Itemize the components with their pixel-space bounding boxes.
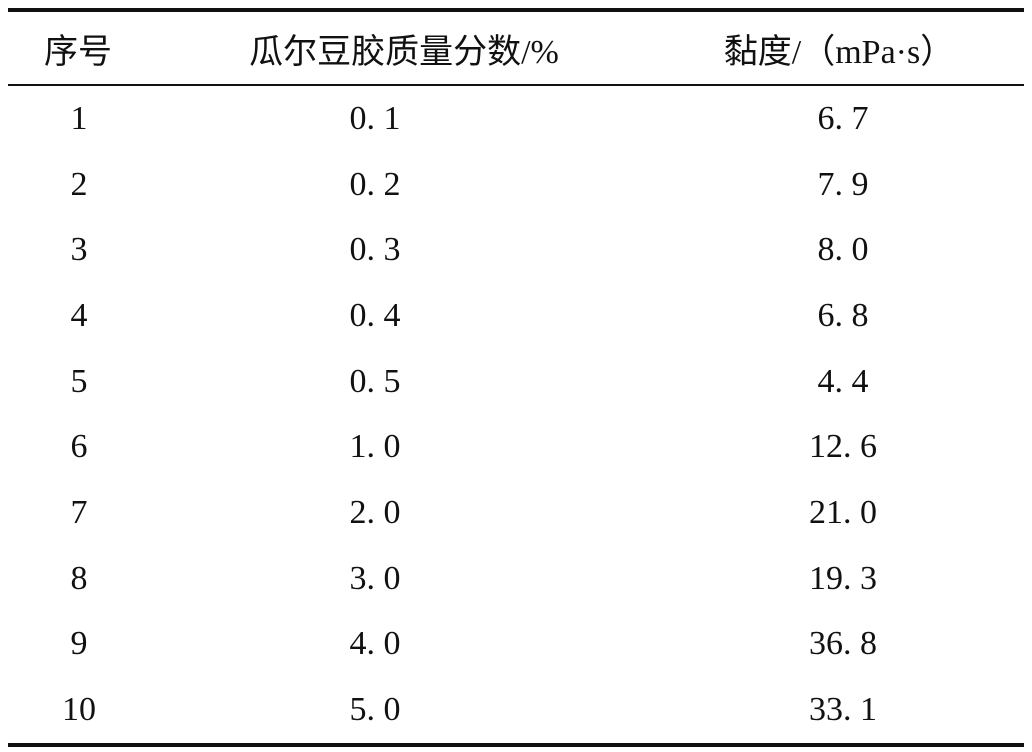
data-table-container: 序号 瓜尔豆胶质量分数/% 黏度/（mPa·s） 1 0. 1 6. 7 2 0… [8, 8, 1024, 747]
cell-concentration: 0. 5 [349, 362, 401, 400]
header-viscosity: 黏度/（mPa·s） [723, 33, 955, 71]
cell-index: 6 [70, 428, 88, 466]
cell-viscosity: 36. 8 [809, 625, 877, 663]
table-row: 5 0. 5 4. 4 [8, 349, 1024, 415]
table-body: 1 0. 1 6. 7 2 0. 2 7. 9 3 0. 3 8. 0 4 0.… [8, 85, 1024, 745]
header-row: 序号 瓜尔豆胶质量分数/% 黏度/（mPa·s） [8, 10, 1024, 85]
cell-index: 10 [62, 691, 96, 729]
cell-viscosity: 21. 0 [809, 493, 877, 531]
cell-concentration: 0. 3 [349, 231, 401, 269]
table-row: 7 2. 0 21. 0 [8, 480, 1024, 546]
cell-viscosity: 6. 7 [817, 99, 869, 137]
table-row: 3 0. 3 8. 0 [8, 217, 1024, 283]
cell-viscosity: 4. 4 [817, 362, 869, 400]
cell-viscosity: 33. 1 [809, 691, 877, 729]
header-index: 序号 [44, 33, 112, 71]
cell-concentration: 2. 0 [349, 493, 401, 531]
table-row: 8 3. 0 19. 3 [8, 546, 1024, 612]
header-concentration: 瓜尔豆胶质量分数/% [249, 33, 559, 71]
cell-concentration: 0. 4 [349, 296, 401, 334]
cell-index: 9 [70, 625, 88, 663]
cell-viscosity: 6. 8 [817, 296, 869, 334]
cell-index: 3 [70, 231, 88, 269]
cell-viscosity: 12. 6 [809, 428, 877, 466]
cell-concentration: 3. 0 [349, 559, 401, 597]
cell-viscosity: 19. 3 [809, 559, 877, 597]
cell-index: 8 [70, 559, 88, 597]
table-row: 2 0. 2 7. 9 [8, 152, 1024, 218]
cell-index: 4 [70, 296, 88, 334]
cell-concentration: 1. 0 [349, 428, 401, 466]
cell-index: 2 [70, 165, 88, 203]
table-row: 6 1. 0 12. 6 [8, 414, 1024, 480]
cell-index: 7 [70, 493, 88, 531]
table-row: 4 0. 4 6. 8 [8, 283, 1024, 349]
cell-index: 5 [70, 362, 88, 400]
cell-concentration: 0. 1 [349, 99, 401, 137]
table-row: 10 5. 0 33. 1 [8, 677, 1024, 745]
guar-gum-viscosity-table: 序号 瓜尔豆胶质量分数/% 黏度/（mPa·s） 1 0. 1 6. 7 2 0… [8, 8, 1024, 747]
table-header: 序号 瓜尔豆胶质量分数/% 黏度/（mPa·s） [8, 10, 1024, 85]
cell-concentration: 4. 0 [349, 625, 401, 663]
table-row: 9 4. 0 36. 8 [8, 612, 1024, 678]
cell-concentration: 5. 0 [349, 691, 401, 729]
table-row: 1 0. 1 6. 7 [8, 85, 1024, 152]
cell-viscosity: 7. 9 [817, 165, 869, 203]
cell-viscosity: 8. 0 [817, 231, 869, 269]
cell-concentration: 0. 2 [349, 165, 401, 203]
cell-index: 1 [70, 99, 88, 137]
